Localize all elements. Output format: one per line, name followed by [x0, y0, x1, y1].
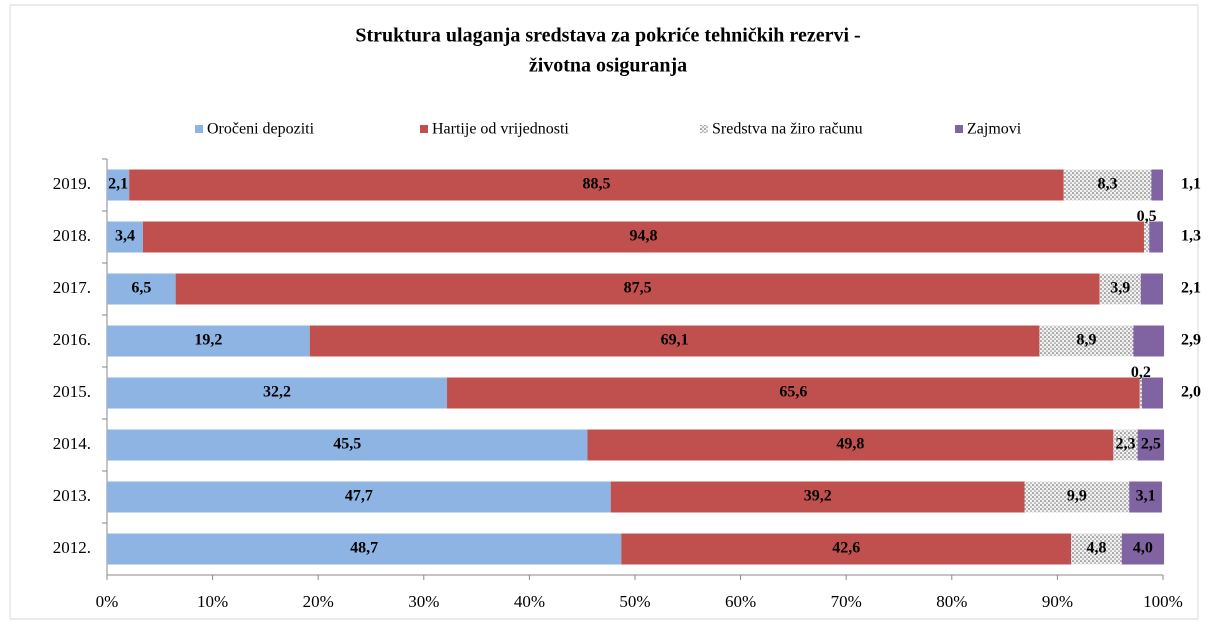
x-tick-label: 10% — [197, 592, 228, 611]
bar-segment — [621, 533, 1072, 565]
bar-segment — [447, 377, 1140, 409]
legend-label: Zajmovi — [967, 121, 1022, 138]
value-label: 0,5 — [1137, 208, 1157, 225]
value-label: 69,1 — [661, 332, 689, 349]
value-label: 1,3 — [1181, 228, 1201, 245]
bar-segment — [107, 169, 130, 201]
value-label: 32,2 — [263, 384, 291, 401]
value-label: 2,0 — [1181, 384, 1201, 401]
value-label: 65,6 — [779, 384, 807, 401]
value-label: 8,3 — [1098, 176, 1118, 193]
bar-segment — [1143, 221, 1150, 253]
chart-title: životna osiguranja — [529, 55, 687, 77]
bar-segment — [1121, 533, 1165, 565]
x-tick-label: 80% — [936, 592, 967, 611]
x-tick-label: 40% — [514, 592, 545, 611]
bar-segment — [175, 273, 1100, 305]
bar-segment — [1141, 377, 1163, 409]
y-tick-label: 2012. — [53, 538, 91, 557]
y-tick-label: 2018. — [53, 226, 91, 245]
value-label: 2,9 — [1181, 332, 1201, 349]
value-label: 2,1 — [108, 176, 128, 193]
value-label: 3,4 — [115, 228, 135, 245]
x-tick-label: 60% — [725, 592, 756, 611]
value-label: 48,7 — [350, 540, 378, 557]
value-label: 2,1 — [1181, 280, 1201, 297]
bar-segment — [1149, 221, 1163, 253]
bar-segment — [1063, 169, 1152, 201]
value-label: 0,2 — [1131, 364, 1151, 381]
bar-segment — [309, 325, 1040, 357]
value-label: 1,1 — [1181, 176, 1201, 193]
legend-swatch — [195, 125, 203, 133]
value-label: 45,5 — [333, 436, 361, 453]
y-tick-label: 2013. — [53, 486, 91, 505]
value-label: 6,5 — [131, 280, 151, 297]
value-label: 42,6 — [832, 540, 860, 557]
y-tick-label: 2017. — [53, 278, 91, 297]
bar-segment — [1139, 377, 1142, 409]
bar-segment — [1133, 325, 1165, 357]
y-tick-label: 2015. — [53, 382, 91, 401]
x-tick-label: 20% — [303, 592, 334, 611]
bar-segment — [107, 429, 588, 461]
y-tick-label: 2019. — [53, 174, 91, 193]
legend-label: Oročeni depoziti — [207, 121, 315, 138]
bar-segment — [587, 429, 1114, 461]
value-label: 47,7 — [345, 488, 373, 505]
bar-segment — [129, 169, 1064, 201]
bar-segment — [610, 481, 1025, 513]
bar-segment — [1151, 169, 1163, 201]
chart-title: Struktura ulaganja sredstava za pokriće … — [355, 25, 860, 47]
value-label: 39,2 — [804, 488, 832, 505]
x-tick-label: 100% — [1143, 592, 1183, 611]
value-label: 3,9 — [1110, 280, 1130, 297]
legend-swatch — [420, 125, 428, 133]
bar-segment — [107, 481, 611, 513]
value-label: 4,0 — [1133, 540, 1153, 557]
value-label: 2,5 — [1141, 436, 1161, 453]
bar-segment — [107, 533, 622, 565]
x-tick-label: 90% — [1042, 592, 1073, 611]
bar-segment — [107, 377, 448, 409]
legend-swatch — [700, 125, 708, 133]
bar-segment — [1099, 273, 1141, 305]
value-label: 94,8 — [629, 228, 657, 245]
chart-frame — [9, 4, 1199, 620]
legend-label: Sredstva na žiro računu — [712, 121, 863, 138]
value-label: 3,1 — [1136, 488, 1156, 505]
value-label: 2,3 — [1116, 436, 1136, 453]
value-label: 88,5 — [582, 176, 610, 193]
x-tick-label: 50% — [619, 592, 650, 611]
bar-segment — [142, 221, 1144, 253]
legend-swatch — [955, 125, 963, 133]
bar-segment — [1137, 429, 1165, 461]
value-label: 8,9 — [1076, 332, 1096, 349]
value-label: 4,8 — [1086, 540, 1106, 557]
bar-segment — [107, 221, 143, 253]
value-label: 49,8 — [836, 436, 864, 453]
x-tick-label: 70% — [831, 592, 862, 611]
bar-segment — [1129, 481, 1162, 513]
value-label: 87,5 — [624, 280, 652, 297]
bar-segment — [1071, 533, 1122, 565]
y-tick-label: 2014. — [53, 434, 91, 453]
x-tick-label: 30% — [408, 592, 439, 611]
legend-label: Hartije od vrijednosti — [432, 121, 569, 138]
bar-segment — [1140, 273, 1163, 305]
bar-segment — [107, 273, 176, 305]
y-tick-label: 2016. — [53, 330, 91, 349]
value-label: 19,2 — [194, 332, 222, 349]
bar-segment — [107, 325, 310, 357]
bar-segment — [1039, 325, 1134, 357]
value-label: 9,9 — [1067, 488, 1087, 505]
x-tick-label: 0% — [96, 592, 119, 611]
bar-segment — [1113, 429, 1138, 461]
bar-segment — [1024, 481, 1130, 513]
